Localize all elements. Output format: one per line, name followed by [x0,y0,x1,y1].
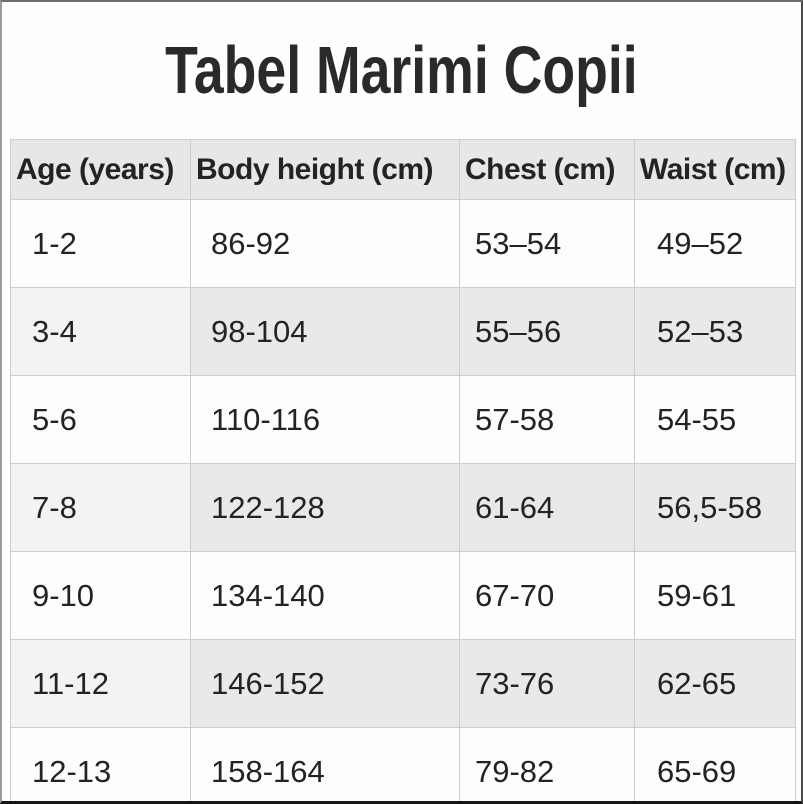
table-cell-age: 1-2 [10,199,191,288]
table-cell-age: 7-8 [10,463,191,552]
table-row: 1-2 86-92 53–54 49–52 [10,199,796,288]
table-cell-waist: 56,5-58 [634,463,796,552]
table-cell-chest: 57-58 [459,375,635,464]
table-row: 11-12 146-152 73-76 62-65 [10,639,796,728]
column-header-age: Age (years) [10,139,191,200]
table-cell-waist: 59-61 [634,551,796,640]
table-cell-height: 122-128 [190,463,460,552]
table-cell-waist: 49–52 [634,199,796,288]
page-title: Tabel Marimi Copii [165,33,638,108]
table-cell-age: 11-12 [10,639,191,728]
table-cell-chest: 53–54 [459,199,635,288]
table-row: 12-13 158-164 79-82 65-69 [10,727,796,801]
table-cell-chest: 61-64 [459,463,635,552]
table-row: 9-10 134-140 67-70 59-61 [10,551,796,640]
table-cell-waist: 65-69 [634,727,796,801]
table-cell-age: 9-10 [10,551,191,640]
table-cell-height: 134-140 [190,551,460,640]
column-header-chest: Chest (cm) [459,139,635,200]
table-cell-height: 158-164 [190,727,460,801]
table-cell-waist: 54-55 [634,375,796,464]
table-cell-waist: 52–53 [634,287,796,376]
table-cell-age: 12-13 [10,727,191,801]
table-cell-chest: 79-82 [459,727,635,801]
table-cell-height: 98-104 [190,287,460,376]
table-cell-chest: 55–56 [459,287,635,376]
table-row: 7-8 122-128 61-64 56,5-58 [10,463,796,552]
table-cell-height: 110-116 [190,375,460,464]
table-cell-chest: 67-70 [459,551,635,640]
table-cell-chest: 73-76 [459,639,635,728]
column-header-waist: Waist (cm) [634,139,796,200]
table-cell-age: 5-6 [10,375,191,464]
table-row: 3-4 98-104 55–56 52–53 [10,287,796,376]
table-cell-height: 146-152 [190,639,460,728]
size-table: Age (years) Body height (cm) Chest (cm) … [10,139,796,801]
table-row: 5-6 110-116 57-58 54-55 [10,375,796,464]
title-band: Tabel Marimi Copii [2,2,801,139]
table-cell-waist: 62-65 [634,639,796,728]
table-cell-age: 3-4 [10,287,191,376]
header-row: Age (years) Body height (cm) Chest (cm) … [10,139,796,200]
column-header-height: Body height (cm) [190,139,460,200]
table-cell-height: 86-92 [190,199,460,288]
